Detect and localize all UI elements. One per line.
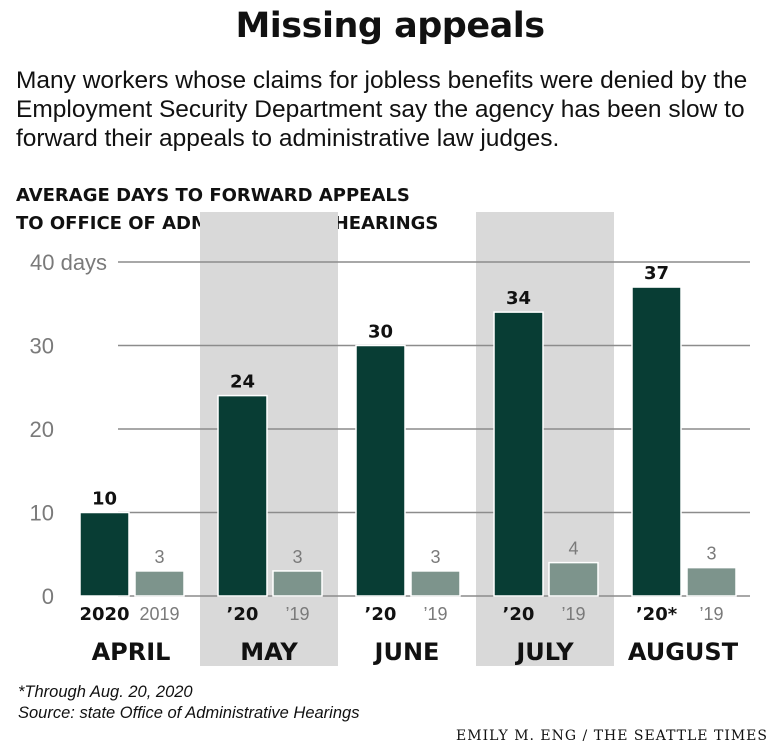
bar-2019-august <box>686 566 737 597</box>
year-tick-2019-april: 2019 <box>139 604 179 624</box>
value-label-2020-may: 24 <box>230 372 255 393</box>
year-tick-2019-may: ’19 <box>285 604 309 624</box>
month-label-august: AUGUST <box>628 638 739 666</box>
y-tick-label-20: 20 <box>30 417 54 442</box>
credit-line: EMILY M. ENG / THE SEATTLE TIMES <box>456 728 768 744</box>
bar-2019-july <box>548 561 599 597</box>
bar-2019-april <box>134 570 185 597</box>
bar-2019-may <box>272 570 323 597</box>
footnote-source: Source: state Office of Administrative H… <box>18 704 360 722</box>
value-label-2020-august: 37 <box>644 263 669 284</box>
bar-2020-july <box>493 311 544 597</box>
bar-2020-august <box>631 286 682 597</box>
year-tick-2019-july: ’19 <box>561 604 585 624</box>
bar-2020-june <box>355 344 406 597</box>
chart-title: Missing appeals <box>235 6 545 46</box>
year-tick-2020-june: ’20 <box>365 604 397 625</box>
bar-2020-may <box>217 394 268 597</box>
y-tick-label-30: 30 <box>30 334 54 359</box>
footnote-note: *Through Aug. 20, 2020 <box>18 683 193 701</box>
value-label-2020-june: 30 <box>368 322 393 343</box>
y-tick-label-40: 40 days <box>30 250 107 275</box>
value-label-2019-april: 3 <box>154 547 164 567</box>
month-label-july: JULY <box>514 638 574 666</box>
footnote-block: *Through Aug. 20, 2020 Source: state Off… <box>18 682 359 724</box>
value-label-2019-august: 3 <box>706 544 716 564</box>
month-label-may: MAY <box>240 638 298 666</box>
value-label-2019-may: 3 <box>292 547 302 567</box>
value-label-2020-april: 10 <box>92 489 117 510</box>
chart-heading-line-1: AVERAGE DAYS TO FORWARD APPEALS <box>16 185 410 206</box>
y-tick-label-10: 10 <box>30 501 54 526</box>
year-tick-2020-april: 2020 <box>79 604 129 625</box>
value-label-2020-july: 34 <box>506 288 531 309</box>
value-label-2019-july: 4 <box>568 539 578 559</box>
chart-subtitle: Many workers whose claims for jobless be… <box>16 67 748 152</box>
year-tick-2019-august: ’19 <box>699 604 723 624</box>
y-tick-label-0: 0 <box>42 584 54 609</box>
month-label-june: JUNE <box>373 638 440 666</box>
year-tick-2020-july: ’20 <box>503 604 535 625</box>
value-label-2019-june: 3 <box>430 547 440 567</box>
bar-2019-june <box>410 570 461 597</box>
year-tick-2020-august: ’20* <box>636 604 678 625</box>
month-label-april: APRIL <box>92 638 171 666</box>
bar-2020-april <box>79 511 130 597</box>
year-tick-2020-may: ’20 <box>227 604 259 625</box>
year-tick-2019-june: ’19 <box>423 604 447 624</box>
